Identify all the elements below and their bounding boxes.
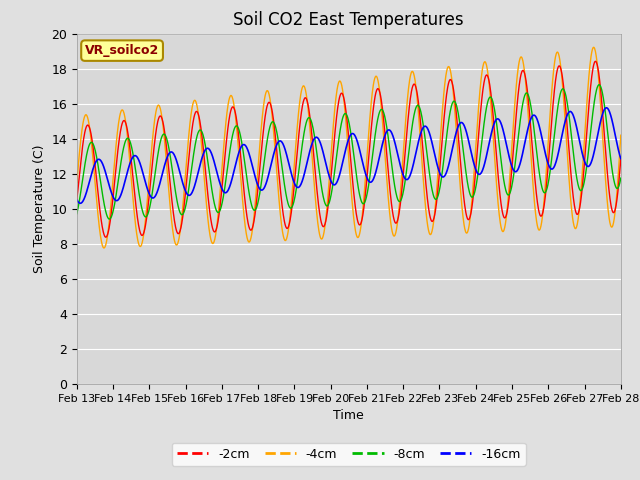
-4cm xyxy=(316,230,323,236)
-4cm xyxy=(589,45,597,50)
-8cm xyxy=(304,115,312,121)
X-axis label: Time: Time xyxy=(333,409,364,422)
-16cm xyxy=(77,201,84,206)
-8cm xyxy=(595,82,603,87)
-8cm xyxy=(617,175,625,181)
-16cm xyxy=(617,156,625,161)
-16cm xyxy=(115,195,123,201)
Line: -4cm: -4cm xyxy=(77,48,621,248)
-16cm xyxy=(316,137,323,143)
-4cm xyxy=(115,116,123,121)
-2cm xyxy=(383,151,390,156)
-8cm xyxy=(73,211,81,216)
Line: -8cm: -8cm xyxy=(77,84,621,219)
-16cm xyxy=(138,165,145,170)
-2cm xyxy=(591,59,599,64)
-2cm xyxy=(115,136,123,142)
-8cm xyxy=(138,204,145,209)
-16cm xyxy=(383,129,390,134)
Text: VR_soilco2: VR_soilco2 xyxy=(85,44,159,57)
Line: -2cm: -2cm xyxy=(77,61,621,237)
-16cm xyxy=(602,105,610,111)
-16cm xyxy=(304,156,312,162)
-8cm xyxy=(383,124,390,130)
-2cm xyxy=(316,207,323,213)
-2cm xyxy=(73,197,81,203)
-2cm xyxy=(617,156,625,162)
-4cm xyxy=(383,176,390,181)
-16cm xyxy=(325,173,333,179)
-8cm xyxy=(115,171,123,177)
Y-axis label: Soil Temperature (C): Soil Temperature (C) xyxy=(33,144,45,273)
-8cm xyxy=(106,216,113,222)
-8cm xyxy=(325,200,333,206)
-16cm xyxy=(73,197,81,203)
-4cm xyxy=(325,180,333,185)
-2cm xyxy=(304,101,312,107)
-8cm xyxy=(316,168,323,174)
-4cm xyxy=(100,245,108,251)
-4cm xyxy=(617,132,625,138)
-2cm xyxy=(102,234,109,240)
Line: -16cm: -16cm xyxy=(77,108,621,204)
-4cm xyxy=(73,180,81,185)
Title: Soil CO2 East Temperatures: Soil CO2 East Temperatures xyxy=(234,11,464,29)
Legend: -2cm, -4cm, -8cm, -16cm: -2cm, -4cm, -8cm, -16cm xyxy=(172,443,526,466)
-4cm xyxy=(304,105,312,110)
-2cm xyxy=(138,232,145,238)
-4cm xyxy=(138,242,145,248)
-2cm xyxy=(325,195,333,201)
